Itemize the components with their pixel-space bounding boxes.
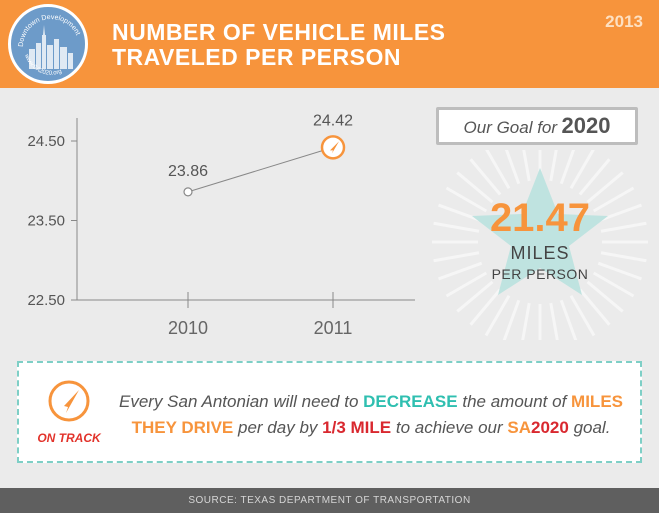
title-line-1: NUMBER OF VEHICLE MILES (112, 19, 446, 45)
y-tick-label: 23.50 (27, 213, 65, 230)
msg-highlight-decrease: DECREASE (363, 392, 458, 411)
data-label: 23.86 (168, 163, 208, 180)
burst-ray (569, 294, 596, 337)
msg-highlight-miles: MILES THEY DRIVE (131, 392, 623, 437)
y-tick-label: 24.50 (27, 133, 65, 150)
burst-ray (469, 158, 502, 196)
sa2020-logo: Downtown Development www.SA2020.org (8, 4, 88, 84)
burst-ray (502, 299, 521, 340)
msg-sa: SA (507, 418, 531, 437)
skyline-icon: Downtown Development www.SA2020.org (18, 14, 81, 77)
title-line-2: TRAVELED PER PERSON (112, 44, 401, 70)
burst-ray (445, 271, 488, 298)
starburst-icon (432, 150, 648, 340)
msg-part-1: Every San Antonian will need to (119, 392, 359, 411)
burst-ray (485, 150, 511, 190)
data-label: 24.42 (313, 112, 353, 129)
msg-highlight-third-mile: 1/3 MILE (322, 418, 392, 437)
burst-ray (586, 171, 624, 204)
burst-ray (445, 186, 488, 213)
goal-label: Our Goal for (463, 118, 558, 137)
burst-ray (597, 261, 642, 281)
burst-ray (438, 203, 483, 223)
burst-ray (522, 150, 531, 182)
series-line (187, 146, 334, 193)
burst-ray (600, 251, 647, 263)
goal-year: 2020 (561, 113, 611, 138)
burst-ray (456, 171, 494, 204)
msg-2020: 2020 (531, 418, 569, 437)
burst-ray (433, 251, 480, 263)
logo-text-top: Downtown Development (18, 14, 81, 47)
svg-text:Downtown Development: Downtown Development (18, 14, 81, 47)
burst-ray (433, 221, 480, 233)
burst-ray (504, 150, 521, 185)
header-bar: Downtown Development www.SA2020.org NUMB… (0, 0, 659, 88)
page-title: NUMBER OF VEHICLE MILES TRAVELED PER PER… (112, 20, 532, 70)
message-text: Every San Antonian will need to DECREASE… (111, 389, 631, 441)
burst-ray (578, 288, 611, 326)
x-tick-label: 2011 (314, 318, 353, 338)
burst-ray (484, 294, 511, 337)
burst-ray (456, 280, 494, 313)
msg-part-9: goal. (573, 418, 611, 437)
burst-ray (559, 150, 576, 185)
goal-unit: MILES (510, 243, 570, 263)
goal-subunit: PER PERSON (491, 266, 589, 282)
burst-ray (559, 299, 578, 340)
goal-value: 21.47 (489, 196, 591, 240)
burst-ray (569, 150, 595, 190)
burst-ray (438, 261, 483, 281)
msg-part-7: to achieve our (395, 418, 503, 437)
burst-ray (469, 288, 502, 326)
burst-ray (578, 158, 611, 196)
burst-ray (586, 280, 624, 313)
x-tick-label: 2010 (168, 318, 208, 338)
msg-part-3: the amount of (462, 392, 567, 411)
goal-heading: Our Goal for 2020 (436, 107, 638, 145)
burst-ray (549, 150, 558, 182)
year-label: 2013 (605, 12, 643, 31)
burst-ray (549, 302, 559, 340)
point-arrow-icon (330, 141, 339, 154)
burst-ray (521, 302, 531, 340)
message-box: ON TRACK Every San Antonian will need to… (17, 361, 642, 463)
msg-part-5: per day by (238, 418, 318, 437)
line-chart: 24.50 23.50 22.50 2010 2011 23.86 24.42 (27, 112, 415, 338)
burst-ray (592, 271, 635, 298)
burst-ray (597, 203, 642, 223)
status-label: ON TRACK (37, 431, 101, 445)
burst-ray (592, 186, 635, 213)
source-footer: SOURCE: TEXAS DEPARTMENT OF TRANSPORTATI… (0, 488, 659, 513)
data-point-2010 (183, 187, 193, 197)
compass-arrow-icon (48, 380, 90, 422)
y-tick-label: 22.50 (27, 292, 65, 309)
burst-ray (600, 221, 647, 233)
